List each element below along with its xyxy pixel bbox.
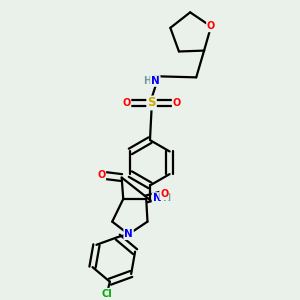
- Text: S: S: [147, 97, 156, 110]
- Text: N: N: [124, 229, 133, 239]
- Text: O: O: [160, 189, 168, 199]
- Text: O: O: [122, 98, 130, 108]
- Text: O: O: [207, 21, 215, 32]
- Text: O: O: [97, 170, 105, 180]
- Text: N: N: [152, 193, 161, 203]
- Text: O: O: [172, 98, 181, 108]
- Text: Cl: Cl: [102, 289, 113, 299]
- Text: H: H: [143, 76, 151, 86]
- Text: H: H: [162, 193, 170, 203]
- Text: N: N: [151, 76, 160, 86]
